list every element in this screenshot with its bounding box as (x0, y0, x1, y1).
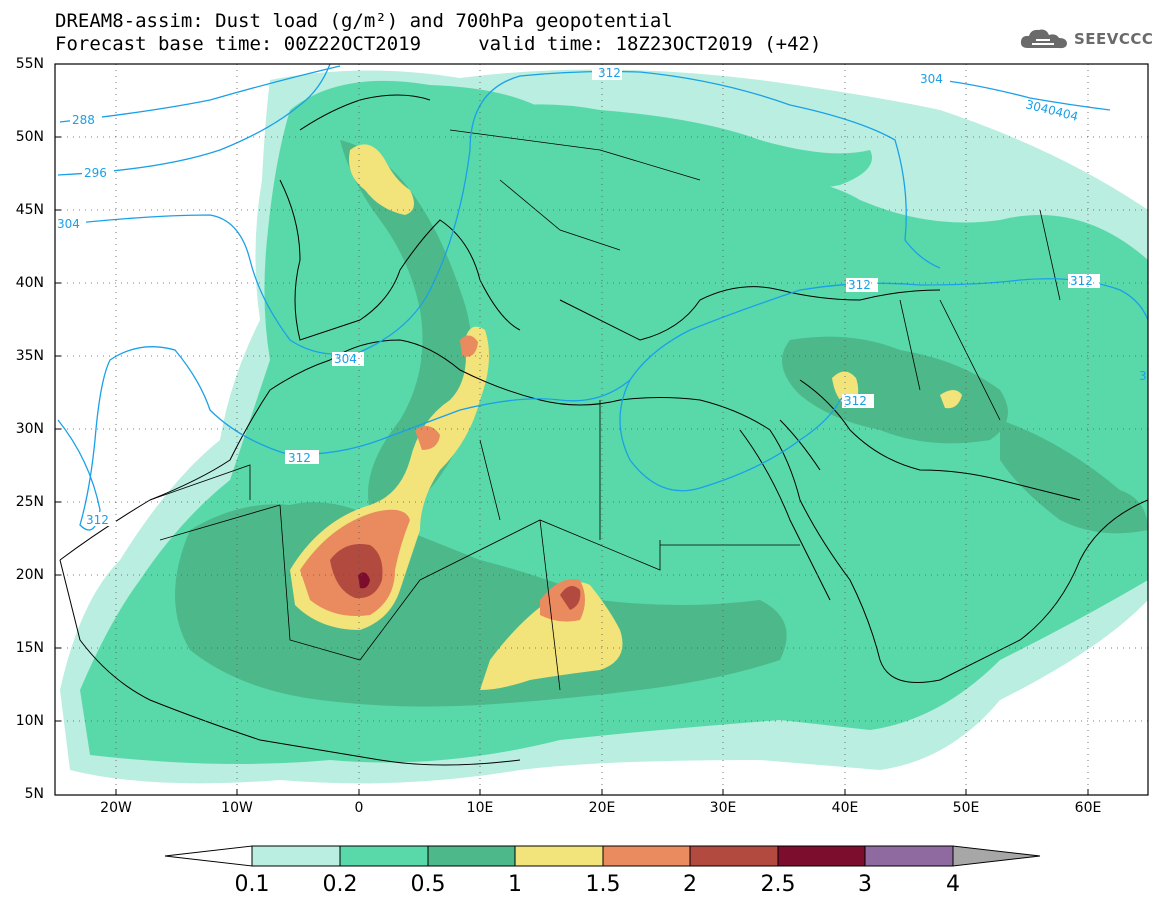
dust-layer-0.5-east (782, 336, 1008, 444)
logo: SEEVCCC (1018, 26, 1153, 52)
colorbar-bin (602, 845, 691, 867)
contour-label: 296 (84, 166, 107, 180)
lon-label: 60E (1074, 800, 1102, 816)
colorbar-tick-label: 1 (508, 872, 522, 897)
colorbar (164, 845, 1041, 867)
lat-label: 25N (15, 494, 44, 510)
colorbar-arrow-low (164, 845, 253, 867)
lon-label: 10E (466, 800, 494, 816)
contour-label: 288 (72, 113, 95, 127)
axis-ticks (55, 63, 1089, 795)
dust-layer-0.5-iran (1000, 420, 1148, 534)
lon-label: 20W (100, 800, 132, 816)
lon-label: 10W (221, 800, 253, 816)
contour-label: 304 (57, 217, 80, 231)
dust-layer-2.0-b (560, 586, 581, 610)
contour-label: 304 (920, 72, 943, 86)
lat-label: 30N (15, 421, 44, 437)
colorbar-tick-label: 1.5 (585, 872, 621, 897)
lat-label: 5N (24, 786, 44, 802)
colorbar-arrow-high (952, 845, 1041, 867)
colorbar-tick-label: 3 (858, 872, 872, 897)
cloud-icon (1020, 29, 1067, 49)
contour-label: 312 (848, 278, 871, 292)
gridlines (55, 64, 1148, 795)
colorbar-tick-label: 2.5 (760, 872, 796, 897)
colorbar-bin (514, 845, 604, 867)
logo-text: SEEVCCC (1074, 30, 1154, 48)
contour-label: 312 (1070, 274, 1093, 288)
lat-label: 20N (15, 567, 44, 583)
dust-layer-2.0 (330, 544, 383, 599)
lon-label: 0 (354, 800, 364, 816)
contour-label: 312 (844, 394, 867, 408)
colorbar-tick-label: 2 (683, 872, 697, 897)
geopotential-contours (57, 64, 1148, 531)
colorbar-bin (251, 845, 341, 867)
map-subtitle: Forecast base time: 00Z22OCT2019 valid t… (55, 33, 822, 55)
contour-label: 304 (334, 352, 357, 366)
colorbar-bin (864, 845, 954, 867)
colorbar-tick-label: 0.2 (322, 872, 358, 897)
lat-label: 40N (15, 275, 44, 291)
lat-label: 35N (15, 348, 44, 364)
lon-label: 50E (952, 800, 980, 816)
colorbar-bin (427, 845, 516, 867)
colorbar-tick-label: 4 (946, 872, 960, 897)
colorbar-tick-label: 0.1 (234, 872, 270, 897)
dust-layer-2.5 (358, 572, 370, 589)
lat-label: 55N (15, 56, 44, 72)
colorbar-bin (689, 845, 779, 867)
contour-labels: 288 296 304 312 304 312 312 312 312 304 … (56, 66, 1147, 527)
dust-layer-1.0-north (349, 144, 414, 215)
lat-label: 15N (15, 640, 44, 656)
colorbar-tick-label: 0.5 (410, 872, 446, 897)
colorbar-bin (339, 845, 429, 867)
contour-label: 3 (1139, 369, 1147, 383)
dust-layer-1.0-chad (480, 582, 623, 690)
coastlines (59, 94, 1148, 766)
dust-field (60, 69, 1148, 784)
dust-layer-0.2-north (440, 104, 872, 194)
country-borders (149, 129, 1061, 691)
lon-label: 20E (588, 800, 616, 816)
lon-label: 30E (709, 800, 737, 816)
lat-label: 45N (15, 202, 44, 218)
lat-label: 10N (15, 713, 44, 729)
contour-label: 312 (288, 451, 311, 465)
map-title: DREAM8-assim: Dust load (g/m²) and 700hP… (55, 10, 673, 32)
dust-layer-1.0-iran-spot (940, 390, 962, 409)
dust-layer-1.5-d (460, 335, 478, 357)
lon-label: 40E (831, 800, 859, 816)
dust-layer-1.5-b (415, 426, 440, 450)
lat-label: 50N (15, 129, 44, 145)
contour-label: 312 (86, 513, 109, 527)
colorbar-bin (777, 845, 866, 867)
contour-label: 312 (598, 66, 621, 80)
